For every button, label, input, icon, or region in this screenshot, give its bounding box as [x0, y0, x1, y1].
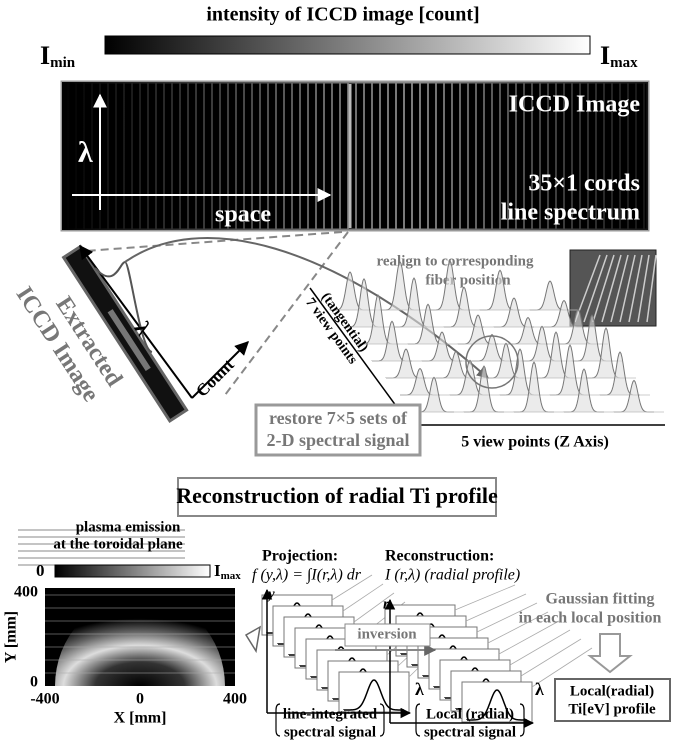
axis-label: λ: [535, 679, 544, 699]
ray: [510, 630, 570, 665]
restore-text: 2-D spectral signal: [267, 430, 410, 450]
caption: line-integrated: [283, 706, 378, 722]
image-label: line spectrum: [501, 200, 640, 226]
projection-title: Projection:: [262, 548, 338, 565]
gaussian-text: in each local position: [519, 610, 662, 627]
x-tick-label: 0: [136, 691, 144, 708]
axis-label: λ: [415, 679, 424, 699]
axis-label: y: [266, 586, 275, 602]
restore-text: restore 7×5 sets of: [269, 408, 408, 428]
axis-label: space: [215, 202, 271, 228]
caption: spectral signal: [424, 724, 516, 740]
x-tick-label: -400: [30, 691, 59, 708]
projection-formula: f (y,λ) = ∫I(r,λ) dr: [252, 567, 362, 585]
axis-label: λ: [78, 136, 93, 169]
colorbar-title: intensity of ICCD image [count]: [206, 4, 479, 26]
ray: [521, 639, 581, 676]
z-axis-label: 5 view points (Z Axis): [461, 434, 609, 451]
down-arrow: [590, 634, 630, 672]
recon-title: Reconstruction:: [385, 548, 494, 565]
ray: [343, 584, 383, 611]
ray: [466, 594, 526, 621]
colorbar-min: 0: [36, 561, 45, 580]
x-axis-label: X [mm]: [114, 710, 167, 727]
image-label: 35×1 cords: [528, 171, 640, 197]
emission-text: plasma emission: [76, 519, 181, 535]
colorbar-min: Imin: [40, 41, 76, 71]
ray: [455, 585, 515, 610]
x-tick-label: 400: [223, 691, 247, 708]
axis-label: r: [383, 596, 389, 612]
inversion-text: inversion: [357, 626, 417, 642]
dashed-line: [72, 232, 342, 252]
y-axis-label: Y [mm]: [3, 611, 20, 663]
emission-text: at the toroidal plane: [53, 536, 183, 552]
gaussian-text: Gaussian fitting: [546, 591, 655, 608]
y-tick-label: 400: [14, 584, 38, 601]
result-text: Local(radial): [570, 683, 654, 699]
diagram: intensity of ICCD image [count] Imin Ima…: [0, 0, 686, 742]
colorbar-max: Imax: [600, 41, 638, 71]
axis-label: Count: [192, 355, 238, 401]
y-tick-label: 0: [30, 674, 38, 691]
colorbar-max: Imax: [214, 561, 241, 582]
image-label: ICCD Image: [509, 92, 641, 118]
eye-icon: [246, 627, 260, 651]
caption: spectral signal: [284, 724, 376, 740]
colorbar: [105, 36, 590, 54]
recon-formula: I (r,λ) (radial profile): [384, 567, 520, 584]
section-title: Reconstruction of radial Ti profile: [176, 483, 498, 508]
caption: Local (radial): [426, 706, 514, 722]
result-text: Ti[eV] profile: [568, 701, 656, 717]
emission-colorbar: [55, 565, 210, 577]
